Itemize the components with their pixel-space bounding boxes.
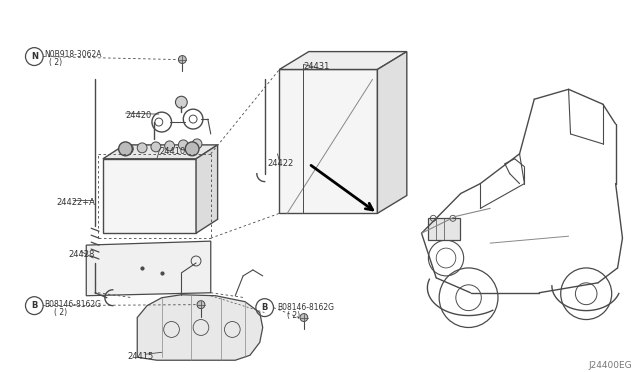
Text: 24420: 24420 <box>125 111 152 120</box>
Text: 24410: 24410 <box>160 147 186 156</box>
Text: 24422: 24422 <box>268 159 294 168</box>
Circle shape <box>197 301 205 309</box>
Polygon shape <box>86 241 211 296</box>
Circle shape <box>179 140 188 150</box>
Polygon shape <box>103 159 196 233</box>
Text: ( 2): ( 2) <box>54 308 67 317</box>
Polygon shape <box>103 145 218 159</box>
Text: ( 2): ( 2) <box>49 58 62 67</box>
Circle shape <box>185 142 199 156</box>
Circle shape <box>300 314 308 321</box>
Text: ( 2): ( 2) <box>287 311 300 320</box>
Text: B08146-8162G: B08146-8162G <box>44 300 101 309</box>
Circle shape <box>118 142 132 156</box>
Polygon shape <box>428 218 460 240</box>
Polygon shape <box>280 52 407 70</box>
Text: B08146-8162G: B08146-8162G <box>277 303 335 312</box>
Circle shape <box>164 141 175 151</box>
Polygon shape <box>280 70 378 214</box>
Circle shape <box>137 143 147 153</box>
Circle shape <box>124 144 133 154</box>
Circle shape <box>151 142 161 152</box>
Text: N0B918-3062A: N0B918-3062A <box>44 49 102 59</box>
Circle shape <box>179 55 186 64</box>
Text: B: B <box>31 301 38 310</box>
Polygon shape <box>137 295 262 360</box>
Text: N: N <box>31 52 38 61</box>
Circle shape <box>189 115 197 123</box>
Text: 24415: 24415 <box>127 352 154 361</box>
Circle shape <box>155 118 163 126</box>
Polygon shape <box>378 52 407 214</box>
Circle shape <box>192 139 202 149</box>
Text: 24431: 24431 <box>304 61 330 71</box>
Polygon shape <box>196 145 218 233</box>
Circle shape <box>175 96 188 108</box>
Text: 24422+A: 24422+A <box>57 199 96 208</box>
Text: 24428: 24428 <box>68 250 95 259</box>
Text: B: B <box>262 303 268 312</box>
Text: J24400EG: J24400EG <box>588 361 632 370</box>
